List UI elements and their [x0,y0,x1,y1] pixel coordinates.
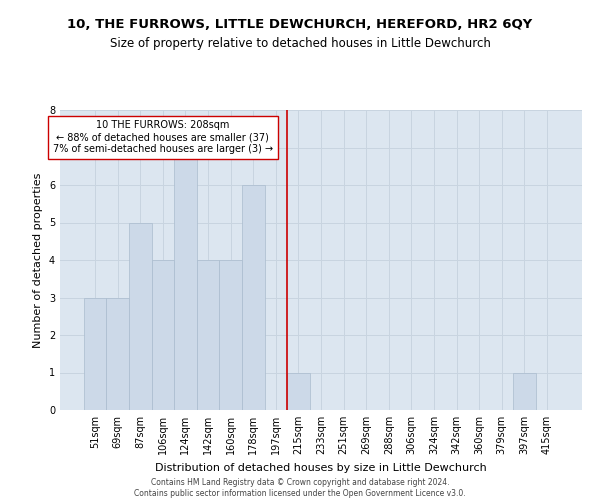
Text: 10 THE FURROWS: 208sqm
← 88% of detached houses are smaller (37)
7% of semi-deta: 10 THE FURROWS: 208sqm ← 88% of detached… [53,120,273,154]
Bar [513,372,536,410]
Bar [287,372,310,410]
Bar [242,185,265,410]
Text: Contains HM Land Registry data © Crown copyright and database right 2024.
Contai: Contains HM Land Registry data © Crown c… [134,478,466,498]
Bar [84,298,106,410]
Bar [106,298,129,410]
Y-axis label: Number of detached properties: Number of detached properties [34,172,43,348]
X-axis label: Distribution of detached houses by size in Little Dewchurch: Distribution of detached houses by size … [155,462,487,472]
Bar [220,260,242,410]
Bar [152,260,174,410]
Bar [129,222,152,410]
Text: Size of property relative to detached houses in Little Dewchurch: Size of property relative to detached ho… [110,38,490,51]
Bar [174,148,197,410]
Bar [197,260,220,410]
Text: 10, THE FURROWS, LITTLE DEWCHURCH, HEREFORD, HR2 6QY: 10, THE FURROWS, LITTLE DEWCHURCH, HEREF… [67,18,533,30]
